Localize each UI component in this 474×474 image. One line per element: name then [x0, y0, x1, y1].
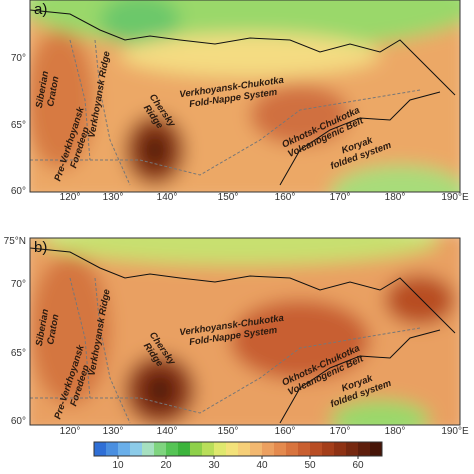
x-tick-label: 150°: [218, 426, 239, 437]
boundaries: [30, 39, 421, 424]
colorbar-swatch: [262, 442, 275, 456]
x-tick-label: 140°: [157, 192, 178, 203]
colorbar-swatch: [334, 442, 347, 456]
colorbar-swatch: [178, 442, 191, 456]
colorbar-tick-label: 50: [304, 460, 316, 471]
colorbar-swatch: [238, 442, 251, 456]
colorbar-tick-label: 40: [256, 460, 268, 471]
x-tick-label: 130°: [103, 426, 124, 437]
frame-b: [29, 237, 461, 426]
x-tick-label: 120°: [60, 192, 81, 203]
colorbar-swatch: [298, 442, 311, 456]
x-tick-label: 130°: [103, 192, 124, 203]
map-a: [30, 0, 460, 192]
colorbar-swatch: [322, 442, 335, 456]
colorbar-swatch: [370, 442, 383, 456]
x-tick-label: 160°: [275, 426, 296, 437]
colorbar-tick-label: 10: [112, 460, 124, 471]
region-label-line: Craton: [45, 313, 61, 345]
colorbar-swatch: [250, 442, 263, 456]
x-tick-label: 170°: [330, 426, 351, 437]
x-tick-label: 180°: [385, 426, 406, 437]
colorbar-swatch: [214, 442, 227, 456]
y-tick-label: 75°N: [4, 236, 26, 247]
colorbar-swatch: [202, 442, 215, 456]
colorbar-swatch: [130, 442, 143, 456]
y-tick-label: 65°: [11, 348, 26, 359]
frame-a: [29, 0, 461, 193]
colorbar-tick-label: 60: [352, 460, 364, 471]
x-tick-label: 170°: [330, 192, 351, 203]
colorbar-frame: [93, 441, 383, 457]
colorbar-tick-label: 20: [160, 460, 172, 471]
x-tick-label: 150°: [218, 192, 239, 203]
colorbar-swatch: [274, 442, 287, 456]
y-tick-label: 60°: [11, 186, 26, 197]
x-tick-label: 160°: [275, 192, 296, 203]
colorbar-swatch: [190, 442, 203, 456]
y-tick-label: 60°: [11, 416, 26, 427]
x-tick-label: 120°: [60, 426, 81, 437]
x-tick-label: 190°E: [441, 192, 469, 203]
panel-label: b): [34, 239, 47, 256]
colorbar-swatch: [226, 442, 239, 456]
panel-label: a): [34, 1, 47, 18]
coastlines: [29, 9, 456, 424]
colorbar-swatch: [286, 442, 299, 456]
x-tick-label: 180°: [385, 192, 406, 203]
colorbar-swatch: [142, 442, 155, 456]
y-tick-label: 70°: [11, 279, 26, 290]
colorbar-tick-label: 30: [208, 460, 220, 471]
y-tick-label: 65°: [11, 120, 26, 131]
colorbar-swatch: [118, 442, 131, 456]
colorbar-swatch: [94, 442, 107, 456]
x-tick-label: 190°E: [441, 426, 469, 437]
region-label: SiberianCraton: [34, 70, 62, 111]
colorbar-swatch: [358, 442, 371, 456]
y-tick-label: 70°: [11, 53, 26, 64]
x-tick-label: 140°: [157, 426, 178, 437]
colorbar-swatch: [346, 442, 359, 456]
colorbar-swatch: [166, 442, 179, 456]
colorbar-swatch: [154, 442, 167, 456]
region-label-line: Craton: [45, 75, 61, 107]
colorbar-swatch: [310, 442, 323, 456]
colorbar-swatch: [106, 442, 119, 456]
region-label: SiberianCraton: [34, 308, 62, 349]
